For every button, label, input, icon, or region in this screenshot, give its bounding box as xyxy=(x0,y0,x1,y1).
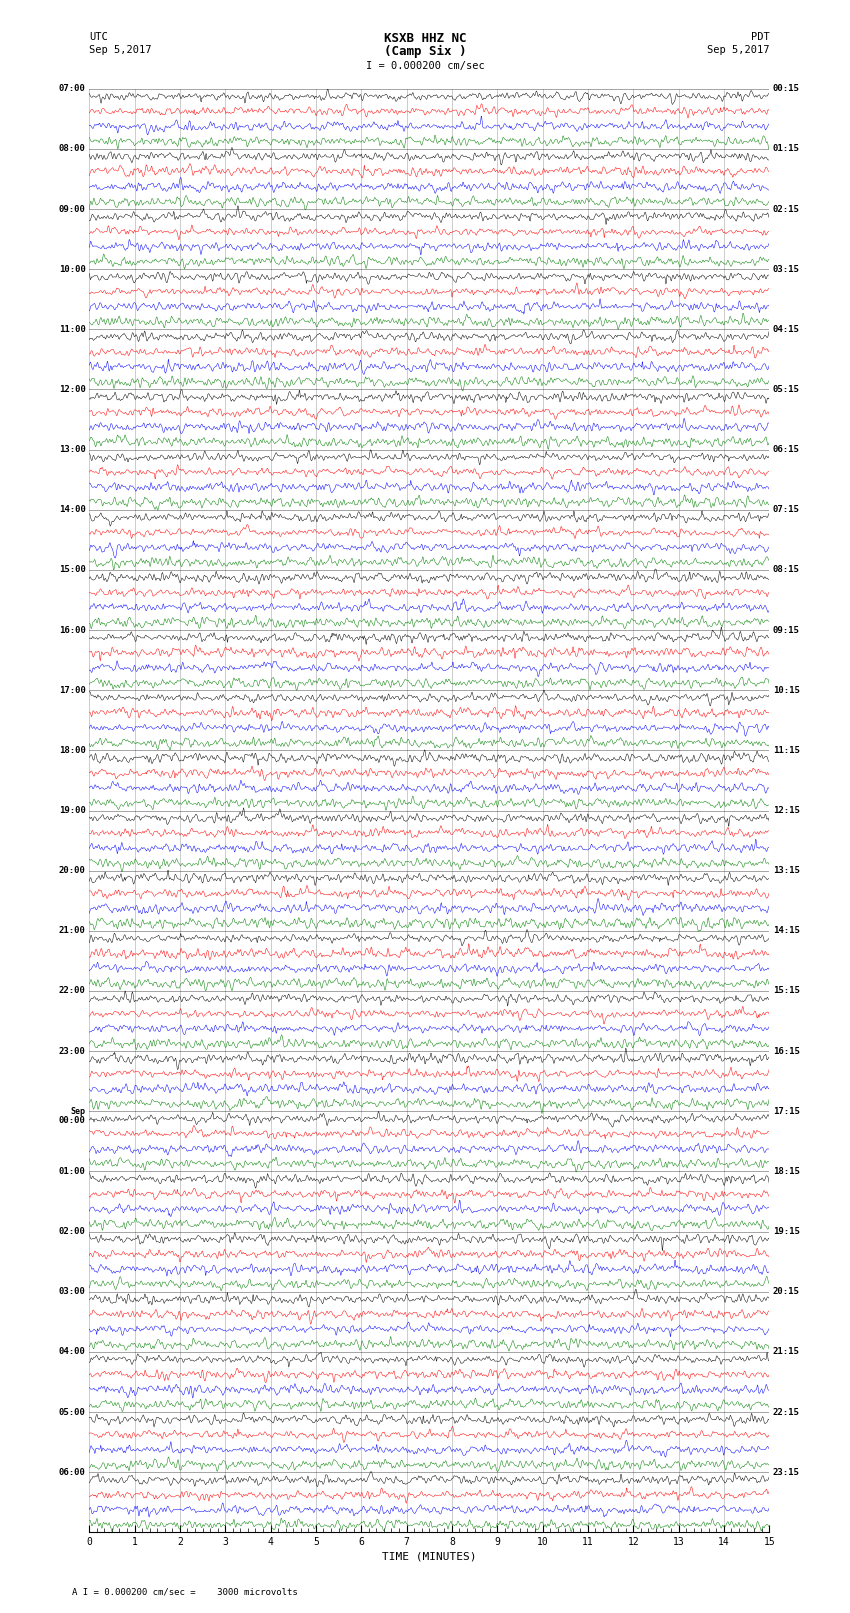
Text: 03:00: 03:00 xyxy=(59,1287,86,1297)
Text: 07:00: 07:00 xyxy=(59,84,86,94)
Text: 18:00: 18:00 xyxy=(59,745,86,755)
Text: 21:00: 21:00 xyxy=(59,926,86,936)
Text: 17:00: 17:00 xyxy=(59,686,86,695)
Text: 10:00: 10:00 xyxy=(59,265,86,274)
Text: 11:00: 11:00 xyxy=(59,324,86,334)
Text: 06:00: 06:00 xyxy=(59,1468,86,1476)
Text: PDT: PDT xyxy=(751,32,769,42)
Text: 13:15: 13:15 xyxy=(773,866,800,876)
Text: (Camp Six ): (Camp Six ) xyxy=(383,45,467,58)
Text: 20:00: 20:00 xyxy=(59,866,86,876)
Text: 09:00: 09:00 xyxy=(59,205,86,213)
Text: 04:00: 04:00 xyxy=(59,1347,86,1357)
Text: UTC: UTC xyxy=(89,32,108,42)
Text: 02:15: 02:15 xyxy=(773,205,800,213)
Text: 03:15: 03:15 xyxy=(773,265,800,274)
Text: 19:00: 19:00 xyxy=(59,806,86,815)
Text: 16:15: 16:15 xyxy=(773,1047,800,1055)
Text: 16:00: 16:00 xyxy=(59,626,86,634)
Text: 05:00: 05:00 xyxy=(59,1408,86,1416)
Text: Sep 5,2017: Sep 5,2017 xyxy=(706,45,769,55)
Text: 00:15: 00:15 xyxy=(773,84,800,94)
Text: 06:15: 06:15 xyxy=(773,445,800,455)
Text: 10:15: 10:15 xyxy=(773,686,800,695)
Text: 19:15: 19:15 xyxy=(773,1227,800,1236)
Text: 15:15: 15:15 xyxy=(773,987,800,995)
Text: 22:00: 22:00 xyxy=(59,987,86,995)
Text: 23:00: 23:00 xyxy=(59,1047,86,1055)
Text: 04:15: 04:15 xyxy=(773,324,800,334)
Text: 14:15: 14:15 xyxy=(773,926,800,936)
Text: 09:15: 09:15 xyxy=(773,626,800,634)
Text: 14:00: 14:00 xyxy=(59,505,86,515)
Text: 22:15: 22:15 xyxy=(773,1408,800,1416)
Text: 00:00: 00:00 xyxy=(59,1116,86,1124)
Text: 18:15: 18:15 xyxy=(773,1166,800,1176)
Text: KSXB HHZ NC: KSXB HHZ NC xyxy=(383,32,467,45)
Text: 01:15: 01:15 xyxy=(773,145,800,153)
Text: I = 0.000200 cm/sec: I = 0.000200 cm/sec xyxy=(366,61,484,71)
Text: 12:15: 12:15 xyxy=(773,806,800,815)
Text: 13:00: 13:00 xyxy=(59,445,86,455)
Text: A I = 0.000200 cm/sec =    3000 microvolts: A I = 0.000200 cm/sec = 3000 microvolts xyxy=(72,1587,298,1597)
Text: 12:00: 12:00 xyxy=(59,386,86,394)
Text: 01:00: 01:00 xyxy=(59,1166,86,1176)
Text: 07:15: 07:15 xyxy=(773,505,800,515)
Text: 11:15: 11:15 xyxy=(773,745,800,755)
Text: 17:15: 17:15 xyxy=(773,1107,800,1116)
Text: Sep 5,2017: Sep 5,2017 xyxy=(89,45,152,55)
Text: 08:00: 08:00 xyxy=(59,145,86,153)
Text: 23:15: 23:15 xyxy=(773,1468,800,1476)
Text: 21:15: 21:15 xyxy=(773,1347,800,1357)
Text: 05:15: 05:15 xyxy=(773,386,800,394)
Text: 08:15: 08:15 xyxy=(773,566,800,574)
Text: 02:00: 02:00 xyxy=(59,1227,86,1236)
Text: 20:15: 20:15 xyxy=(773,1287,800,1297)
X-axis label: TIME (MINUTES): TIME (MINUTES) xyxy=(382,1552,477,1561)
Text: 15:00: 15:00 xyxy=(59,566,86,574)
Text: Sep: Sep xyxy=(71,1107,86,1116)
